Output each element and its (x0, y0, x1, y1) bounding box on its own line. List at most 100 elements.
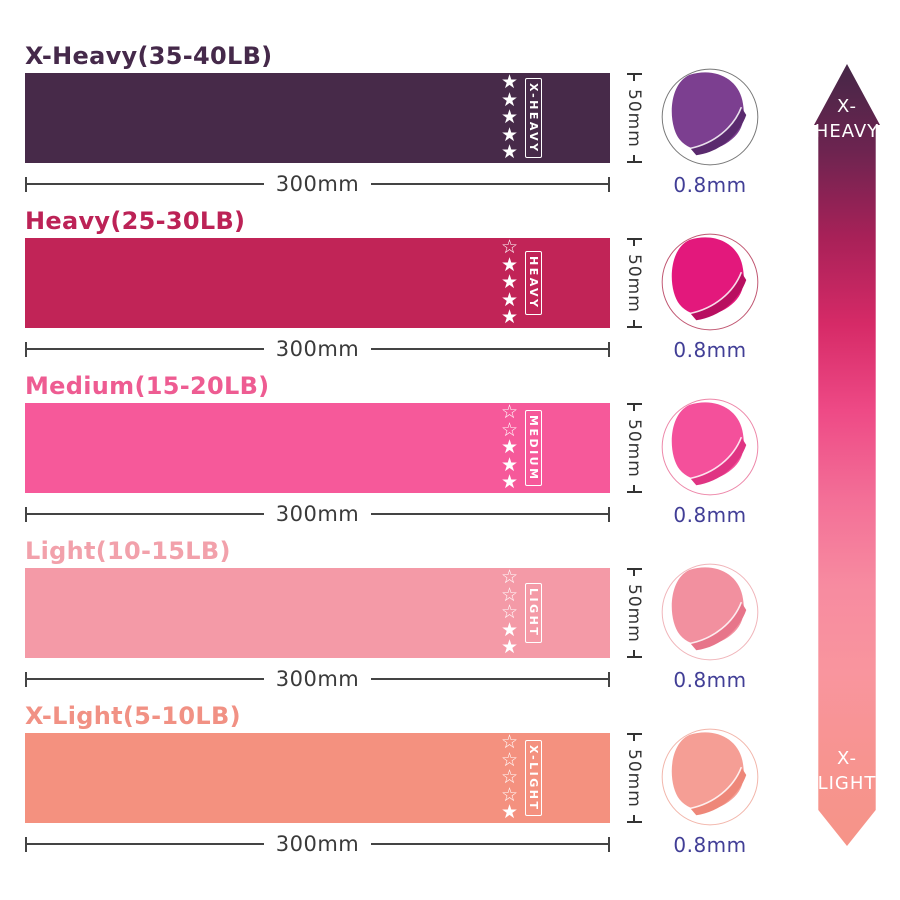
height-dimension: 50mm (620, 568, 648, 658)
band-swatch: ☆ ☆ ★ ★ ★ MEDIUM (25, 403, 610, 493)
star-outline-icon: ☆ (500, 418, 518, 441)
star-filled-icon: ★ (500, 106, 518, 129)
thickness-label: 0.8mm (673, 173, 747, 197)
band-swatch: ☆ ★ ★ ★ ★ HEAVY (25, 238, 610, 328)
height-dimension: 50mm (620, 403, 648, 493)
band-decoration: ☆ ☆ ★ ★ ★ MEDIUM (501, 403, 542, 493)
width-dimension: 300mm (25, 172, 610, 196)
dimension-tick (608, 176, 610, 192)
star-rating: ☆ ★ ★ ★ ★ (500, 236, 518, 329)
dimension-tick (626, 733, 642, 741)
dimension-tick (626, 650, 642, 658)
star-outline-icon: ☆ (500, 731, 518, 754)
star-filled-icon: ★ (500, 618, 518, 641)
band-fold-photo: 0.8mm (661, 563, 759, 692)
band-fold-illustration (661, 68, 759, 166)
star-filled-icon: ★ (500, 71, 518, 94)
band-row-light: Light(10-15LB) ☆ ☆ ☆ ★ ★ LIGHT 300mm 50mm 0.… (0, 537, 900, 702)
scale-top-label: X- HEAVY (814, 94, 880, 144)
band-decoration: ★ ★ ★ ★ ★ X-HEAVY (501, 73, 542, 163)
band-fold-illustration (661, 233, 759, 331)
dimension-tick (608, 341, 610, 357)
strength-scale-arrow: X- HEAVY X- LIGHT (814, 64, 880, 846)
band-row-medium: Medium(15-20LB) ☆ ☆ ★ ★ ★ MEDIUM 300mm 50mm … (0, 372, 900, 537)
star-outline-icon: ☆ (500, 401, 518, 424)
width-dimension: 300mm (25, 669, 610, 690)
star-filled-icon: ★ (500, 123, 518, 146)
band-fold-image (661, 398, 759, 496)
band-fold-photo: 0.8mm (661, 233, 759, 362)
dimension-line (371, 843, 608, 845)
dimension-line (27, 843, 264, 845)
dimension-tick (626, 155, 642, 163)
height-dimension-label: 50mm (624, 748, 644, 808)
star-outline-icon: ☆ (500, 783, 518, 806)
star-filled-icon: ★ (500, 306, 518, 329)
star-outline-icon: ☆ (500, 601, 518, 624)
star-rating: ☆ ☆ ★ ★ ★ (500, 401, 518, 492)
star-rating: ★ ★ ★ ★ ★ (500, 71, 518, 162)
band-swatch: ☆ ☆ ☆ ☆ ★ X-LIGHT (25, 733, 610, 823)
star-outline-icon: ☆ (500, 236, 518, 259)
band-swatch: ☆ ☆ ☆ ★ ★ LIGHT (25, 568, 610, 658)
width-dimension-label: 300mm (275, 337, 360, 361)
width-dimension-label: 300mm (275, 172, 360, 196)
height-dimension-label: 50mm (624, 583, 644, 643)
thickness-label: 0.8mm (673, 668, 747, 692)
width-dimension-label: 300mm (275, 502, 360, 526)
band-title: Light(10-15LB) (25, 537, 231, 565)
band-title: Heavy(25-30LB) (25, 207, 246, 235)
star-filled-icon: ★ (500, 253, 518, 276)
height-dimension: 50mm (620, 73, 648, 163)
band-fold-photo: 0.8mm (661, 68, 759, 197)
scale-bottom-label-line2: LIGHT (817, 773, 877, 794)
star-filled-icon: ★ (500, 453, 518, 476)
dimension-tick (626, 320, 642, 328)
dimension-tick (25, 506, 27, 522)
band-decoration: ☆ ★ ★ ★ ★ HEAVY (501, 238, 542, 328)
star-rating: ☆ ☆ ☆ ☆ ★ (500, 731, 518, 822)
dimension-line (27, 348, 264, 350)
dimension-tick (626, 238, 642, 246)
star-outline-icon: ☆ (500, 583, 518, 606)
band-title: X-Heavy(35-40LB) (25, 42, 273, 70)
dimension-tick (25, 341, 27, 357)
band-row-x-light: X-Light(5-10LB) ☆ ☆ ☆ ☆ ★ X-LIGHT 300mm 50mm… (0, 702, 900, 867)
star-filled-icon: ★ (500, 88, 518, 111)
dimension-tick (626, 403, 642, 411)
band-title: X-Light(5-10LB) (25, 702, 241, 730)
scale-top-label-line2: HEAVY (814, 121, 880, 142)
dimension-line (371, 348, 608, 350)
band-fold-illustration (661, 398, 759, 496)
star-filled-icon: ★ (500, 271, 518, 294)
height-dimension-label: 50mm (624, 253, 644, 313)
width-dimension: 300mm (25, 337, 610, 361)
band-tag-label: LIGHT (525, 583, 542, 643)
dimension-tick (626, 568, 642, 576)
dimension-tick (25, 671, 27, 687)
height-dimension-label: 50mm (624, 418, 644, 478)
band-fold-illustration (661, 563, 759, 661)
band-fold-photo: 0.8mm (661, 398, 759, 527)
dimension-line (27, 183, 264, 185)
dimension-tick (626, 815, 642, 823)
band-fold-illustration (661, 728, 759, 826)
band-swatch: ★ ★ ★ ★ ★ X-HEAVY (25, 73, 610, 163)
star-filled-icon: ★ (500, 436, 518, 459)
thickness-label: 0.8mm (673, 338, 747, 362)
band-tag-label: X-LIGHT (525, 739, 542, 817)
band-row-x-heavy: X-Heavy(35-40LB) ★ ★ ★ ★ ★ X-HEAVY 300mm 50m… (0, 42, 900, 207)
star-outline-icon: ☆ (500, 566, 518, 589)
band-fold-photo: 0.8mm (661, 728, 759, 857)
scale-top-label-line1: X- (837, 96, 857, 117)
height-dimension: 50mm (620, 733, 648, 823)
dimension-tick (25, 836, 27, 852)
dimension-tick (608, 836, 610, 852)
band-decoration: ☆ ☆ ☆ ☆ ★ X-LIGHT (501, 733, 542, 823)
dimension-tick (608, 671, 610, 687)
dimension-tick (608, 506, 610, 522)
width-dimension: 300mm (25, 502, 610, 526)
band-fold-image (661, 728, 759, 826)
scale-bottom-label: X- LIGHT (814, 746, 880, 796)
